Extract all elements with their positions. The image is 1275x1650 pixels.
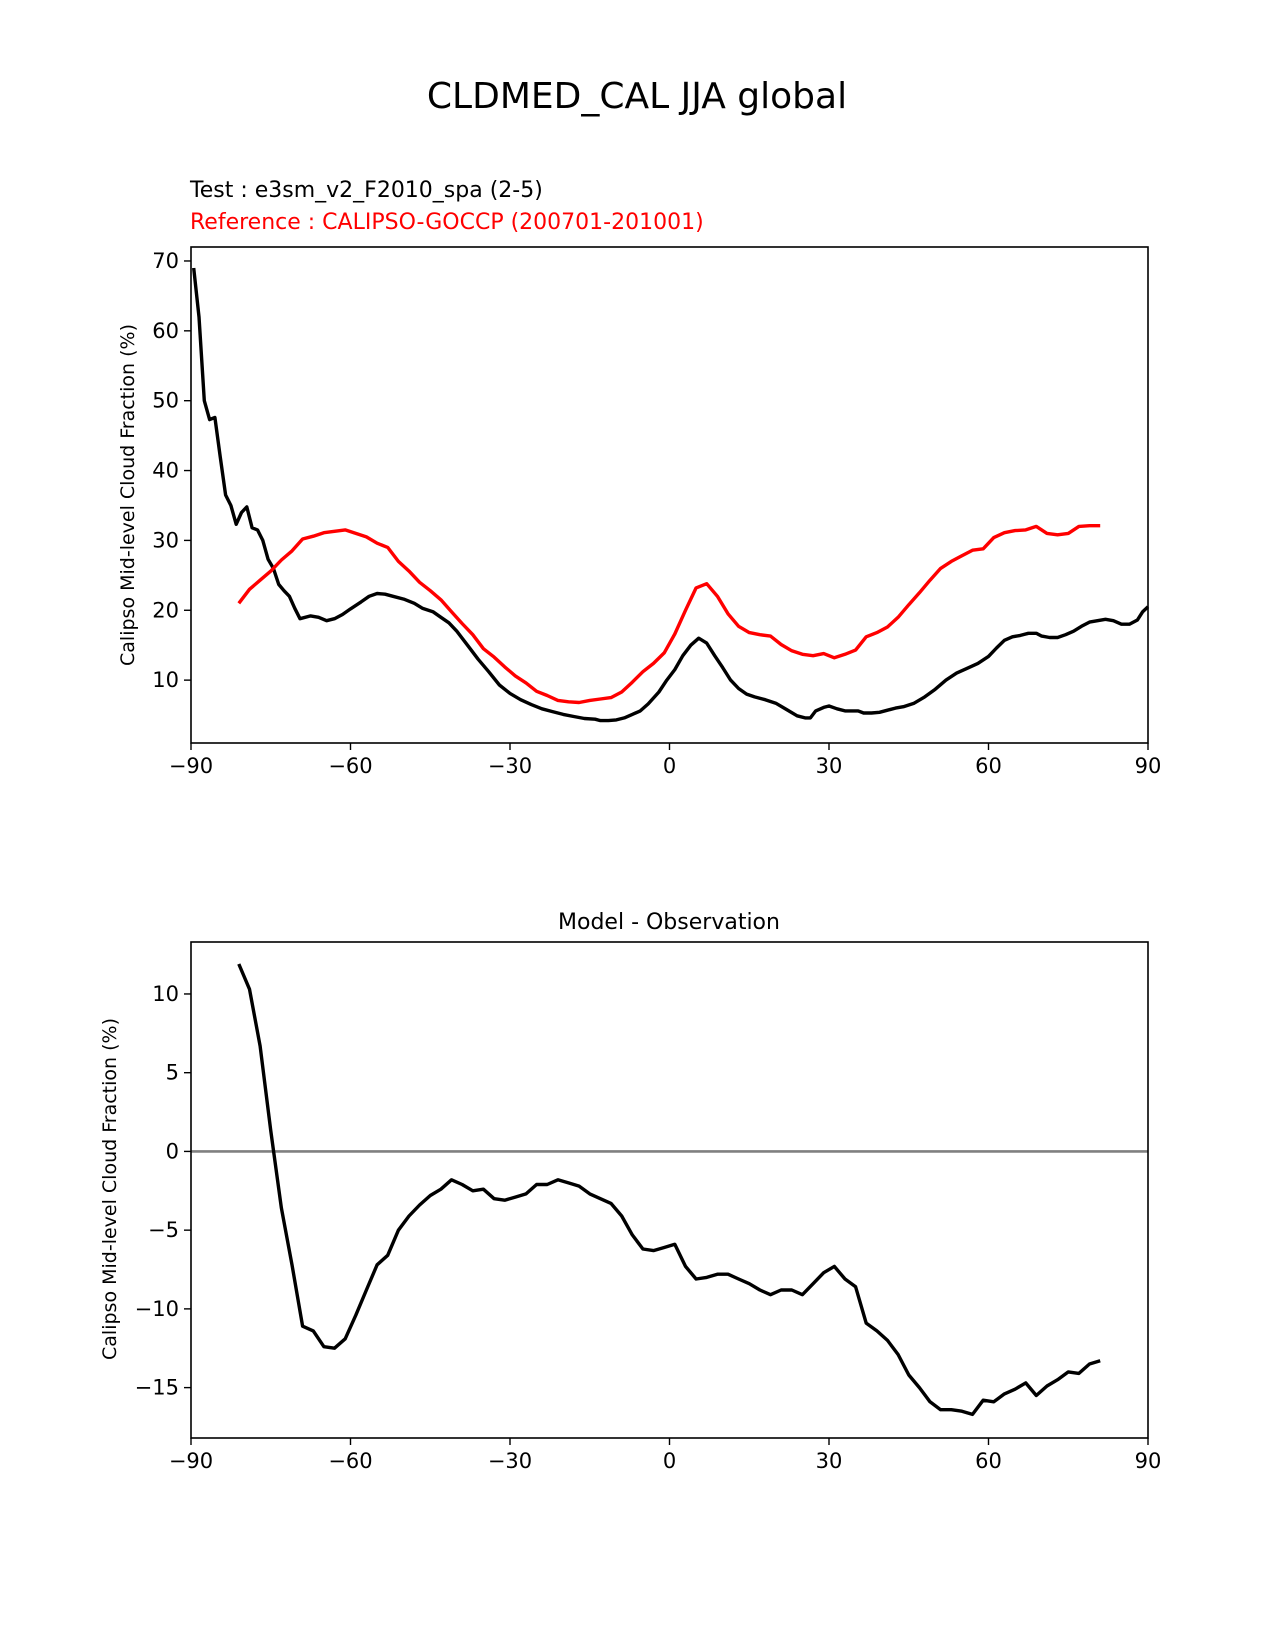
test-label: Test : e3sm_v2_F2010_spa (2-5)	[189, 178, 543, 203]
y-tick-label: 50	[152, 389, 179, 413]
x-tick-label: −30	[488, 1449, 532, 1473]
bottom-plot-frame	[190, 941, 1149, 1439]
y-tick-label: −15	[135, 1376, 179, 1400]
y-tick-label: 10	[152, 982, 179, 1006]
x-tick-label: 30	[816, 754, 843, 778]
y-tick-label: 5	[166, 1061, 179, 1085]
y-tick-label: 70	[152, 249, 179, 273]
y-tick-label: 40	[152, 459, 179, 483]
y-tick-label: 20	[152, 598, 179, 622]
x-tick-label: 60	[975, 1449, 1002, 1473]
top-y-axis-label: Calipso Mid-level Cloud Fraction (%)	[117, 324, 139, 666]
reference-label: Reference : CALIPSO-GOCCP (200701-201001…	[190, 210, 704, 235]
x-tick-label: 30	[816, 1449, 843, 1473]
x-tick-label: 60	[975, 754, 1002, 778]
y-tick-label: 0	[166, 1139, 179, 1163]
top-plot-frame	[190, 246, 1149, 744]
figure-title: CLDMED_CAL JJA global	[427, 76, 847, 117]
bottom-chart-title: Model - Observation	[558, 910, 780, 935]
y-tick-label: 30	[152, 528, 179, 552]
x-tick-label: −30	[488, 754, 532, 778]
x-tick-label: −60	[328, 1449, 372, 1473]
x-tick-label: −90	[169, 1449, 213, 1473]
y-tick-label: −10	[135, 1297, 179, 1321]
x-tick-label: −90	[169, 754, 213, 778]
bottom-panel-line-chart: Model - Observation Calipso Mid-level Cl…	[99, 910, 1161, 1473]
test-series-line	[192, 267, 1150, 723]
x-tick-label: 90	[1135, 1449, 1162, 1473]
x-tick-label: −60	[328, 754, 372, 778]
y-tick-label: 10	[152, 668, 179, 692]
x-tick-label: 90	[1135, 754, 1162, 778]
x-tick-label: 0	[663, 754, 676, 778]
bottom-chart-plot-area: −90 −60 −30 0 30 60 90 −15 −10 −5 0 5 10	[135, 963, 1162, 1473]
top-chart-plot-area: −90 −60 −30 0 30 60 90 10 20 30 40 50 60 70	[152, 249, 1161, 778]
bottom-y-axis-label: Calipso Mid-level Cloud Fraction (%)	[99, 1018, 121, 1360]
model-observation-series-line	[237, 963, 1101, 1417]
reference-series-line	[237, 524, 1101, 705]
top-panel-line-chart: Test : e3sm_v2_F2010_spa (2-5) Reference…	[117, 178, 1161, 778]
x-tick-label: 0	[663, 1449, 676, 1473]
y-tick-label: −5	[148, 1218, 179, 1242]
y-tick-label: 60	[152, 319, 179, 343]
